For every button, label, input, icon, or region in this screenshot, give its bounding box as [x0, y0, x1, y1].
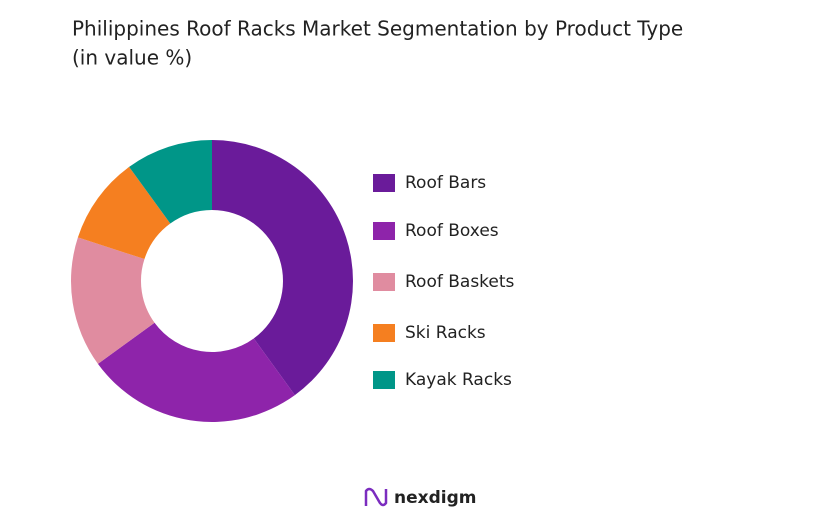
chart-title: Philippines Roof Racks Market Segmentati…: [72, 17, 683, 41]
legend-label: Roof Baskets: [405, 272, 515, 292]
brand-logo: nexdigm: [364, 487, 476, 508]
legend-swatch: [373, 273, 395, 291]
legend-swatch: [373, 174, 395, 192]
donut-slice: [70, 237, 155, 364]
chart-subtitle: (in value %): [72, 46, 192, 70]
legend-label: Roof Bars: [405, 173, 486, 193]
donut-slice: [212, 140, 353, 396]
logo-icon: [364, 487, 388, 507]
legend-swatch: [373, 371, 395, 389]
legend-swatch: [373, 324, 395, 342]
donut-slice: [77, 166, 171, 260]
brand-name: nexdigm: [394, 488, 476, 508]
donut-slice: [97, 322, 295, 422]
donut-slice: [129, 140, 212, 224]
legend-swatch: [373, 222, 395, 240]
legend-label: Roof Boxes: [405, 221, 499, 241]
legend-label: Ski Racks: [405, 323, 486, 343]
legend-label: Kayak Racks: [405, 370, 512, 390]
